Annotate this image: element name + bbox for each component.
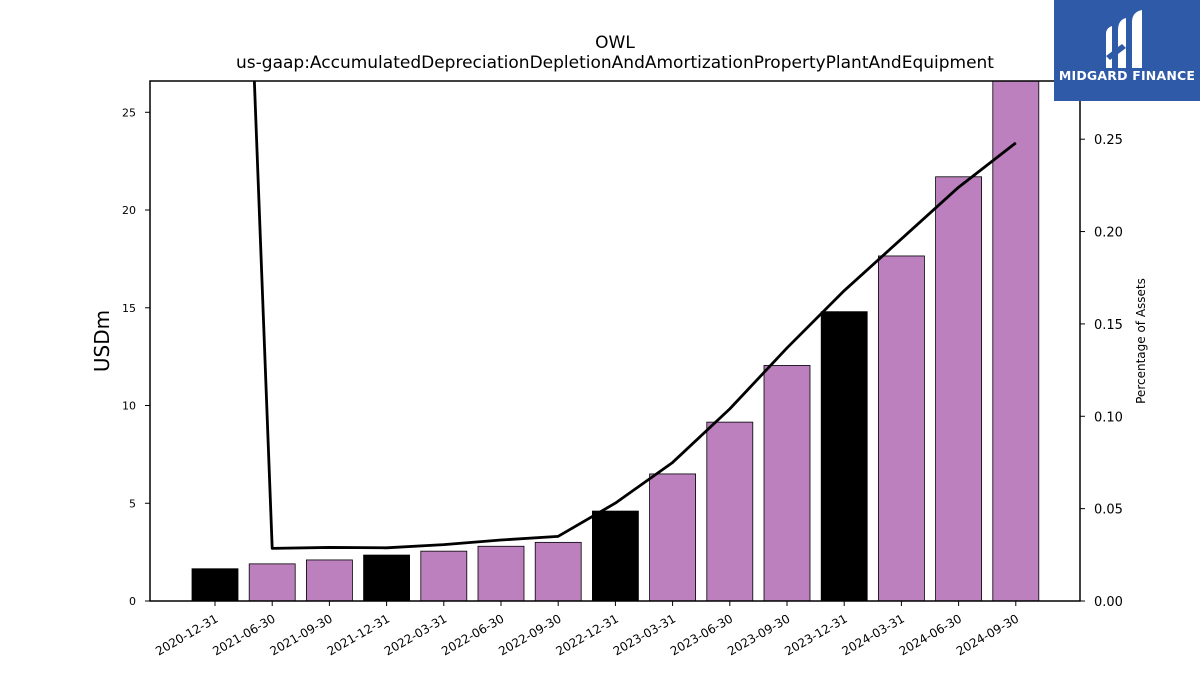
x-axis: 2020-12-312021-06-302021-09-302021-12-31…: [153, 601, 1021, 658]
y2-tick-label: 0.25: [1094, 133, 1123, 148]
chart-subtitle: us-gaap:AccumulatedDepreciationDepletion…: [236, 53, 994, 73]
x-tick-label: 2022-12-31: [553, 611, 620, 658]
bar-2023-09-30: [763, 365, 811, 602]
x-tick-label: 2024-09-30: [954, 611, 1021, 658]
y-axis-label: USDm: [90, 310, 114, 372]
x-tick-label: 2023-06-30: [668, 611, 735, 658]
bar-2020-12-31: [191, 568, 239, 602]
brand-name: MIDGARD FINANCE: [1058, 68, 1196, 83]
percentage-line: [252, 81, 1017, 550]
brand-mark-icon: [1106, 10, 1142, 68]
bar-2022-06-30: [477, 545, 525, 602]
x-tick-label: 2023-03-31: [611, 611, 678, 658]
bar-2022-12-31: [592, 510, 639, 602]
x-tick-label: 2020-12-31: [153, 611, 220, 658]
y2-tick-label: 0.05: [1094, 503, 1123, 518]
y2-tick-label: 0.00: [1094, 595, 1123, 610]
bar-2022-03-31: [420, 550, 468, 602]
chart-title: OWL: [595, 33, 635, 53]
y-tick-label: 0: [129, 595, 136, 608]
x-tick-label: 2021-12-31: [325, 611, 392, 658]
y-tick-label: 20: [122, 204, 136, 217]
x-tick-label: 2023-09-30: [725, 611, 792, 658]
y2-tick-label: 0.20: [1094, 226, 1123, 241]
bar-2024-06-30: [935, 176, 982, 602]
line-group: [252, 81, 1017, 550]
bar-2024-03-31: [878, 255, 925, 602]
y2-axis-label: Percentage of Assets: [1134, 278, 1148, 404]
y-tick-label: 25: [122, 106, 136, 119]
x-tick-label: 2024-03-31: [839, 611, 906, 658]
bar-2021-06-30: [248, 563, 296, 602]
bar-2021-12-31: [363, 554, 411, 602]
y-axis-left: 0 5 10 15 20 25: [122, 106, 150, 608]
x-tick-label: 2022-03-31: [382, 611, 449, 658]
y-tick-label: 5: [129, 497, 136, 510]
bar-2021-09-30: [305, 559, 353, 602]
x-tick-label: 2024-06-30: [897, 611, 964, 658]
x-tick-label: 2021-09-30: [267, 611, 334, 658]
bar-2023-03-31: [649, 473, 696, 602]
brand-logo: MIDGARD FINANCE: [1054, 0, 1200, 101]
bar-group: [191, 80, 1040, 602]
bar-2022-09-30: [534, 541, 582, 602]
y-tick-label: 15: [122, 302, 136, 315]
y-tick-label: 10: [122, 400, 136, 413]
y-axis-right: 0.00 0.05 0.10 0.15 0.20 0.25: [1080, 133, 1123, 610]
bar-2023-12-31: [820, 311, 868, 602]
bar-2023-06-30: [706, 421, 754, 602]
bar-2024-09-30: [992, 80, 1040, 602]
x-tick-label: 2023-12-31: [782, 611, 849, 658]
y2-tick-label: 0.15: [1094, 318, 1123, 333]
y2-tick-label: 0.10: [1094, 410, 1123, 425]
x-tick-label: 2021-06-30: [210, 611, 277, 658]
x-tick-label: 2022-06-30: [439, 611, 506, 658]
x-tick-label: 2022-09-30: [496, 611, 563, 658]
